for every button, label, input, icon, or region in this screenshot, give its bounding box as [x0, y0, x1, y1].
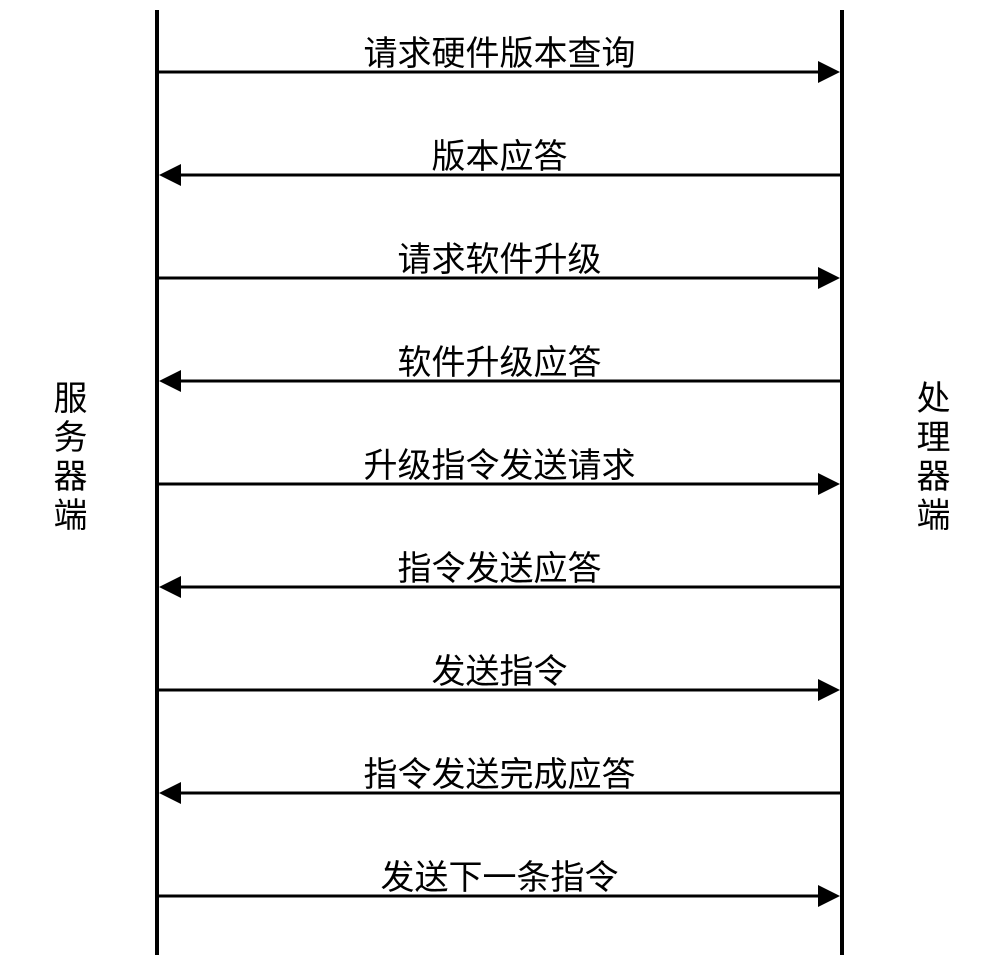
arrowhead-icon	[818, 267, 840, 289]
message-label: 请求硬件版本查询	[200, 26, 800, 75]
arrowhead-icon	[818, 885, 840, 907]
message-label: 请求软件升级	[200, 232, 800, 281]
message-label: 版本应答	[200, 129, 800, 178]
message-label: 指令发送应答	[200, 541, 800, 590]
message-label: 指令发送完成应答	[200, 747, 800, 796]
left-participant-label: 服务器端	[42, 380, 91, 536]
arrowhead-icon	[159, 576, 181, 598]
arrowhead-icon	[818, 473, 840, 495]
right-participant-label: 处理器端	[905, 380, 954, 536]
message-label: 升级指令发送请求	[200, 438, 800, 487]
arrowhead-icon	[818, 679, 840, 701]
message-label: 软件升级应答	[200, 335, 800, 384]
message-label: 发送下一条指令	[200, 850, 800, 899]
arrowhead-icon	[159, 782, 181, 804]
arrowhead-icon	[159, 370, 181, 392]
message-label: 发送指令	[200, 644, 800, 693]
right-lifeline	[840, 10, 844, 955]
left-lifeline	[155, 10, 159, 955]
arrowhead-icon	[818, 61, 840, 83]
arrowhead-icon	[159, 164, 181, 186]
